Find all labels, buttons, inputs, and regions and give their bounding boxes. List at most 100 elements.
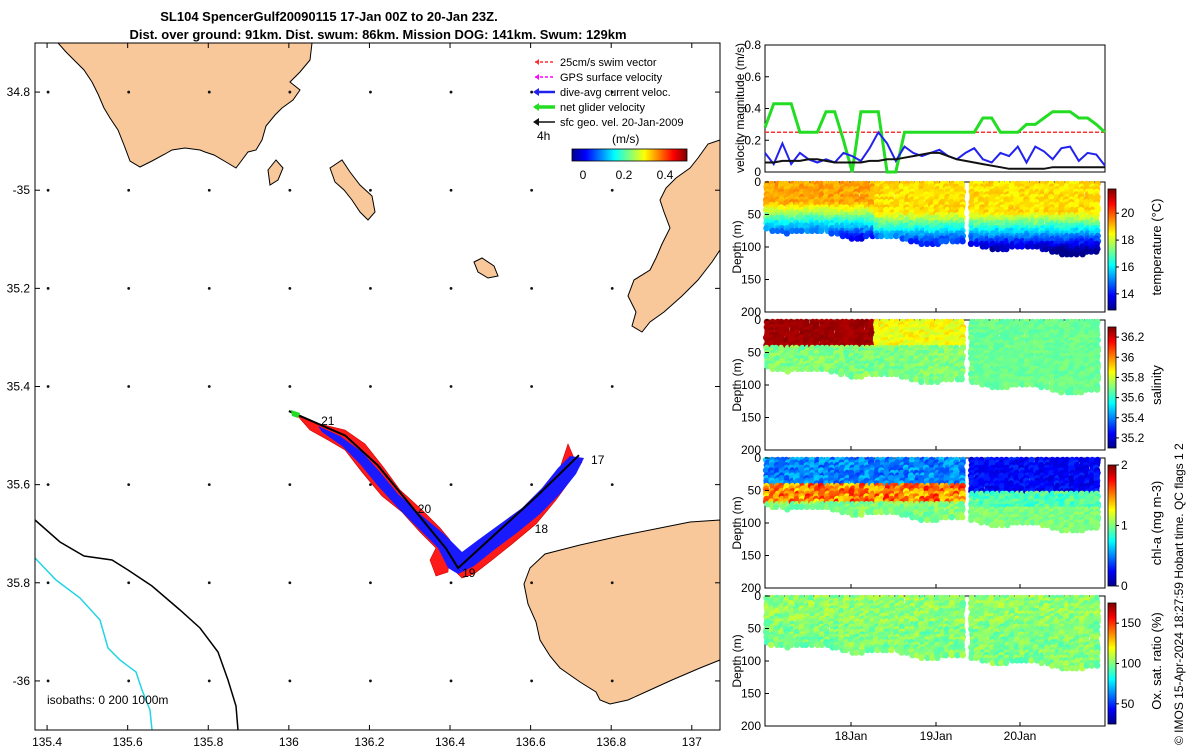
chla-cell xyxy=(814,503,822,510)
oxygen-cell xyxy=(778,641,785,648)
chla-cell xyxy=(893,508,900,516)
geo-velocity-dot xyxy=(449,90,453,94)
salinity-cell xyxy=(973,378,980,385)
map-x-tick-label: 136 xyxy=(279,735,299,749)
geo-velocity-dot xyxy=(127,483,131,487)
velocity-series-1 xyxy=(763,102,1107,174)
salinity-cbar-tick-label: 36.2 xyxy=(1121,330,1145,344)
geo-velocity-dot xyxy=(369,483,372,487)
temperature-cell xyxy=(938,238,945,245)
legend-net-arrow-icon xyxy=(533,103,539,111)
salinity-cell xyxy=(794,365,801,372)
salinity-cell xyxy=(813,365,821,372)
temperature-cell xyxy=(769,227,776,234)
temperature-y-tick-label: 100 xyxy=(741,240,761,254)
track-swim-vectors xyxy=(295,413,451,577)
chla-cell xyxy=(909,514,916,521)
temperature-cbar-tick-label: 18 xyxy=(1121,233,1135,247)
geo-velocity-dot xyxy=(207,679,211,683)
geo-velocity-dot xyxy=(46,286,50,290)
temperature-cell xyxy=(878,232,885,240)
salinity-cell xyxy=(918,378,925,385)
salinity-cbar-tick-label: 35.4 xyxy=(1121,411,1145,425)
glider-track xyxy=(288,410,580,570)
salinity-cell xyxy=(913,376,920,383)
temperature-cell xyxy=(839,232,847,240)
map-x-tick-label: 135.4 xyxy=(32,735,62,749)
chla-cell xyxy=(1083,524,1090,531)
geo-velocity-dot xyxy=(127,188,131,192)
salinity-y-tick-label: 0 xyxy=(754,313,761,327)
geo-velocity-dot xyxy=(127,679,131,683)
geo-velocity-dot xyxy=(207,90,211,94)
isobath-200m xyxy=(34,519,239,731)
temperature-cell xyxy=(893,232,900,240)
salinity-cell xyxy=(1013,381,1020,388)
chla-y-tick-label: 200 xyxy=(741,581,761,595)
land-island-c xyxy=(473,257,499,279)
geo-velocity-dot xyxy=(449,581,453,585)
geo-velocity-dot xyxy=(288,385,292,388)
map-x-tick-label: 136.2 xyxy=(354,735,384,749)
chla-cell xyxy=(1073,527,1081,534)
chla-cell xyxy=(942,514,950,521)
geo-velocity-dot xyxy=(288,581,292,585)
chla-cell xyxy=(999,521,1006,529)
salinity-cell xyxy=(848,373,855,380)
salinity-cell xyxy=(788,365,796,372)
chla-cell xyxy=(937,514,945,521)
temperature-cell xyxy=(828,230,835,237)
temperature-y-tick-label: 50 xyxy=(748,208,762,222)
temperature-cell xyxy=(1033,243,1041,250)
geo-velocity-dot xyxy=(610,385,614,388)
chla-cell xyxy=(772,503,780,510)
salinity-cell xyxy=(837,370,845,378)
geo-velocity-dot xyxy=(610,286,614,290)
geo-velocity-dot xyxy=(207,483,211,487)
temperature-cell xyxy=(1018,243,1026,250)
geo-velocity-dot xyxy=(127,385,131,388)
legend-swim-arrow-icon xyxy=(535,59,539,65)
colorbar-tick-0: 0 xyxy=(580,168,587,182)
velocity-series-3 xyxy=(765,151,1105,170)
map-y-tick-label: -35 xyxy=(13,183,31,197)
chla-cell xyxy=(1093,524,1100,531)
geo-velocity-dot xyxy=(449,679,453,683)
salinity-cell xyxy=(942,376,950,383)
salinity-cbar-label: salinity xyxy=(1149,365,1164,405)
temperature-cell xyxy=(798,227,805,234)
salinity-cell xyxy=(1058,389,1065,396)
temperature-cell xyxy=(923,240,931,247)
geo-velocity-dot xyxy=(288,483,292,487)
geo-velocity-dot xyxy=(530,286,534,290)
geo-velocity-dot xyxy=(449,483,453,487)
salinity-cbar-tick-label: 35.6 xyxy=(1121,391,1145,405)
geo-velocity-dot xyxy=(288,90,292,94)
day-label-17: 17 xyxy=(591,453,605,467)
velocity-ticks: 00.20.40.60.8 xyxy=(744,38,769,179)
temperature-cell xyxy=(994,245,1002,253)
temperature-cell xyxy=(982,243,990,250)
velocity-y-tick-label: 0.4 xyxy=(744,102,761,116)
salinity-cell xyxy=(1072,389,1080,396)
chla-y-tick-label: 50 xyxy=(748,484,762,498)
geo-velocity-dot xyxy=(449,286,453,290)
chla-cbar-tick-label: 0 xyxy=(1121,579,1128,593)
chla-cell xyxy=(992,521,1000,529)
geo-velocity-dot xyxy=(610,90,614,94)
geo-velocity-dot xyxy=(530,679,534,683)
salinity-cell xyxy=(1023,381,1030,388)
salinity-cell xyxy=(1078,389,1085,396)
land-island-b xyxy=(329,159,376,221)
chla-cell xyxy=(803,503,811,510)
velocity-y-tick-label: 0 xyxy=(754,165,761,179)
temperature-cell xyxy=(1093,248,1100,255)
legend-geo-arrow-icon xyxy=(533,118,539,126)
chla-cell xyxy=(933,516,940,523)
temperature-y-tick-label: 200 xyxy=(741,305,761,319)
salinity-cbar-tick-label: 35.8 xyxy=(1121,370,1145,384)
chla-cbar-label: chl-a (mg m-3) xyxy=(1149,481,1164,566)
